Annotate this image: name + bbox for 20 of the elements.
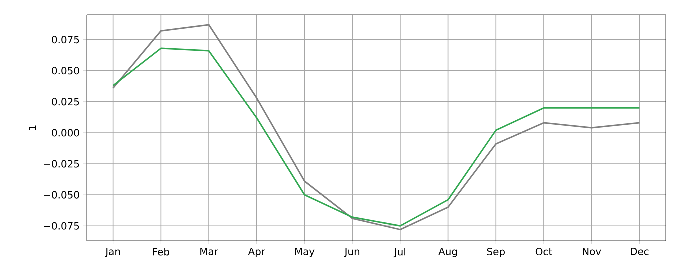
x-tick-label: Feb <box>153 248 170 256</box>
x-tick-label: Apr <box>248 248 266 258</box>
y-tick-label: 0.050 <box>52 67 80 75</box>
y-tick-label: −0.075 <box>44 222 80 230</box>
y-tick-label: −0.050 <box>44 191 80 199</box>
x-tick-label: Dec <box>631 248 649 256</box>
x-tick-label: Jul <box>394 248 406 258</box>
x-tick-label: Mar <box>200 248 218 256</box>
y-tick-label: 0.000 <box>52 129 80 137</box>
x-tick-label: Aug <box>438 248 458 258</box>
y-tick-label: −0.025 <box>44 160 80 168</box>
x-tick-label: Jan <box>105 248 120 258</box>
x-tick-label: Nov <box>583 248 602 256</box>
x-tick-label: Jun <box>344 248 360 258</box>
x-tick-label: May <box>295 248 315 258</box>
y-axis-title: 1 <box>29 126 36 130</box>
x-tick-label: Oct <box>536 248 552 256</box>
x-tick-label: Sep <box>487 248 505 258</box>
y-tick-label: 0.025 <box>52 98 80 106</box>
y-tick-label: 0.075 <box>52 36 80 44</box>
